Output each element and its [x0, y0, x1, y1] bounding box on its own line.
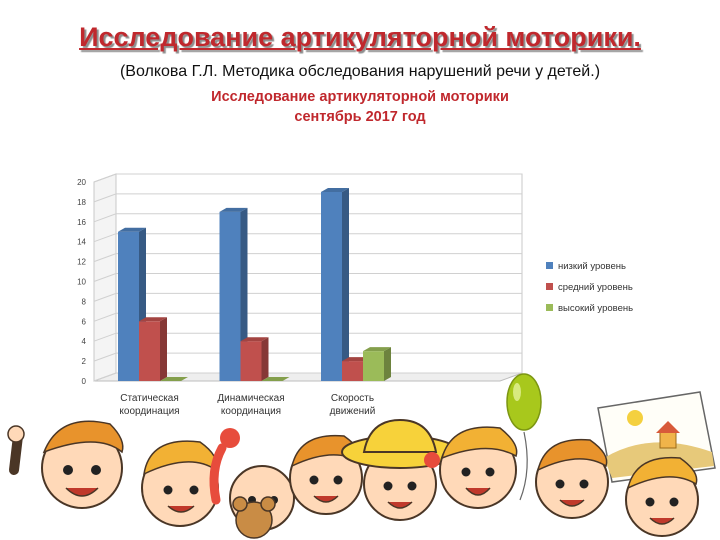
chart-title-line-2: сентябрь 2017 год — [294, 109, 426, 125]
gridline — [93, 292, 522, 302]
y-tick-label: 4 — [82, 337, 87, 346]
y-tick-label: 14 — [77, 238, 86, 247]
legend-swatch — [546, 262, 553, 269]
y-tick-label: 2 — [82, 357, 87, 366]
y-tick-label: 12 — [77, 258, 86, 267]
gridline — [93, 173, 522, 183]
x-tick-label: координация — [119, 406, 179, 417]
y-tick-label: 18 — [77, 198, 86, 207]
legend-label: средний уровень — [558, 282, 633, 293]
bar — [139, 317, 167, 381]
legend-swatch — [546, 283, 553, 290]
legend-swatch — [546, 304, 553, 311]
slide-title: Исследование артикуляторной моторики. — [79, 22, 641, 52]
y-tick-label: 10 — [77, 278, 86, 287]
legend-label: низкий уровень — [558, 261, 626, 272]
x-tick-label: Статическая — [120, 393, 179, 404]
y-tick-label: 20 — [77, 178, 86, 187]
x-tick-label: Скорость — [331, 393, 374, 404]
y-tick-label: 0 — [82, 377, 87, 386]
child-figure — [289, 434, 363, 515]
gridline — [93, 233, 522, 243]
y-tick-label: 6 — [82, 317, 87, 326]
chart-title-line-1: Исследование артикуляторной моторики — [211, 89, 509, 105]
child-figure — [7, 420, 124, 509]
bar — [321, 187, 349, 381]
bar — [160, 377, 188, 381]
child-figure — [439, 426, 518, 509]
x-tick-label: координация — [221, 406, 281, 417]
legend-label: высокий уровень — [558, 303, 633, 314]
gridline — [93, 332, 522, 342]
bar — [240, 337, 269, 381]
gridline — [93, 193, 522, 203]
bar — [363, 347, 391, 381]
child-figure — [535, 438, 609, 519]
balloon-icon — [506, 373, 542, 501]
chart-title: Исследование артикуляторной моторики сен… — [0, 87, 720, 127]
gridline — [93, 213, 522, 223]
y-tick-label: 8 — [82, 297, 87, 306]
gridline — [93, 253, 522, 263]
bar — [219, 207, 248, 381]
y-tick-label: 16 — [77, 218, 86, 227]
x-tick-label: Динамическая — [217, 393, 284, 404]
x-tick-label: движений — [330, 406, 376, 417]
bar — [261, 377, 290, 381]
gridline — [93, 312, 522, 322]
child-figure — [625, 456, 699, 537]
gridline — [93, 273, 522, 282]
teddy-bear-icon — [232, 496, 276, 539]
child-figure — [141, 440, 219, 527]
slide-subtitle: (Волкова Г.Л. Методика обследования нару… — [119, 63, 601, 80]
